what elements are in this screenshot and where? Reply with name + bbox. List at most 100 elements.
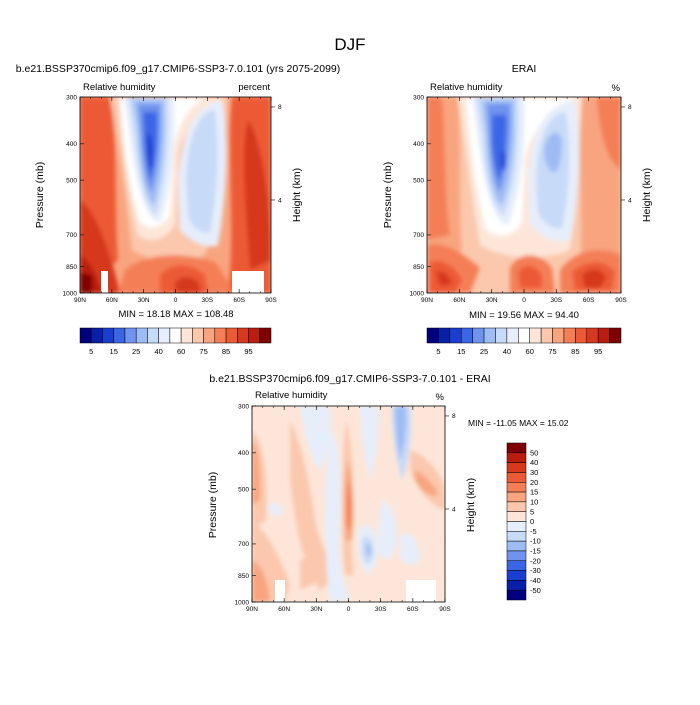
x-tick-label: 30S	[551, 297, 563, 304]
x-tick-label: 60S	[583, 297, 595, 304]
panel-diff-variable: Relative humidity	[255, 390, 328, 401]
colorbar-box	[506, 531, 527, 542]
colorbar-box	[180, 327, 193, 344]
y-tick-label: 1000	[63, 290, 78, 297]
colorbar-label: -30	[530, 566, 541, 575]
colorbar-label: -50	[530, 586, 541, 595]
y-tick-label: 500	[238, 486, 249, 493]
y2-tick-label: 8	[278, 104, 282, 111]
y-tick-label: 400	[413, 141, 424, 148]
panel-erai-ylabel: Pressure (mb)	[382, 162, 394, 229]
panel-erai-field	[427, 97, 621, 293]
colorbar-box	[158, 327, 171, 344]
colorbar-label: 85	[222, 347, 230, 356]
y-tick-label: 700	[66, 232, 77, 239]
colorbar-box	[113, 327, 126, 344]
panel-diff-field	[252, 406, 445, 602]
colorbar-box	[79, 327, 92, 344]
y-tick-label: 300	[238, 403, 249, 410]
panel-diff-y2label: Height (km)	[465, 478, 477, 532]
colorbar-label: 40	[154, 347, 162, 356]
colorbar-label: 75	[548, 347, 556, 356]
colorbar-box	[472, 327, 485, 344]
colorbar-box	[506, 560, 527, 571]
y-tick-label: 700	[238, 541, 249, 548]
colorbar-box	[483, 327, 496, 344]
colorbar-label: 95	[244, 347, 252, 356]
x-tick-label: 60N	[453, 297, 465, 304]
panel-diff-stats: MIN = -11.05 MAX = 15.02	[468, 418, 569, 428]
x-tick-label: 30N	[310, 606, 322, 613]
panel-model-variable: Relative humidity	[83, 82, 156, 93]
y-tick-label: 850	[238, 573, 249, 580]
colorbar-box	[563, 327, 576, 344]
colorbar-box	[575, 327, 588, 344]
panel-model-title: b.e21.BSSP370cmip6.f09_g17.CMIP6-SSP3-7.…	[16, 63, 341, 75]
colorbar-box	[506, 550, 527, 561]
panel-model-ylabel: Pressure (mb)	[34, 162, 46, 229]
x-tick-label: 90N	[74, 297, 86, 304]
colorbar-box	[529, 327, 542, 344]
colorbar-box	[169, 327, 182, 344]
colorbar-box	[124, 327, 137, 344]
colorbar-label: 5	[436, 347, 440, 356]
colorbar-label: -40	[530, 576, 541, 585]
colorbar-box	[248, 327, 261, 344]
colorbar-label: 15	[110, 347, 118, 356]
x-tick-label: 0	[174, 297, 178, 304]
colorbar-box	[597, 327, 610, 344]
panel-model-colorbar: 5 15 25 40 60 75 85 95	[79, 327, 272, 356]
x-tick-label: 30S	[375, 606, 387, 613]
colorbar-label: 50	[530, 448, 538, 457]
colorbar-box	[135, 327, 148, 344]
panel-model: b.e21.BSSP370cmip6.f09_g17.CMIP6-SSP3-7.…	[16, 63, 341, 356]
panel-model-stats: MIN = 18.18 MAX = 108.48	[118, 309, 233, 320]
x-tick-label: 90S	[439, 606, 451, 613]
colorbar-box	[225, 327, 238, 344]
x-tick-label: 60N	[106, 297, 118, 304]
panel-diff: b.e21.BSSP370cmip6.f09_g17.CMIP6-SSP3-7.…	[207, 373, 569, 613]
colorbar-box	[449, 327, 462, 344]
panel-erai-stats: MIN = 19.56 MAX = 94.40	[469, 310, 579, 321]
panel-diff-title: b.e21.BSSP370cmip6.f09_g17.CMIP6-SSP3-7.…	[209, 373, 490, 385]
colorbar-box	[506, 501, 527, 512]
colorbar-label: -10	[530, 537, 541, 546]
colorbar-box	[426, 327, 439, 344]
colorbar-label: 15	[530, 488, 538, 497]
colorbar-box	[586, 327, 599, 344]
panel-model-field	[80, 97, 271, 293]
y2-tick-label: 8	[452, 413, 456, 420]
colorbar-label: 30	[530, 468, 538, 477]
colorbar-box	[506, 511, 527, 522]
panel-erai-units: %	[612, 83, 621, 94]
figure-title: DJF	[334, 35, 365, 54]
x-tick-label: 0	[522, 297, 526, 304]
x-tick-label: 30S	[202, 297, 214, 304]
y-tick-label: 400	[238, 450, 249, 457]
x-tick-label: 30N	[138, 297, 150, 304]
y2-tick-label: 4	[452, 506, 456, 513]
colorbar-label: 75	[199, 347, 207, 356]
y-tick-label: 300	[66, 94, 77, 101]
colorbar-label: 5	[530, 507, 534, 516]
colorbar-box	[506, 580, 527, 591]
x-tick-label: 90N	[246, 606, 258, 613]
colorbar-box	[192, 327, 204, 344]
colorbar-box	[506, 491, 527, 503]
colorbar-label: 10	[530, 497, 538, 506]
colorbar-label: 5	[89, 347, 93, 356]
y-tick-label: 850	[413, 264, 424, 271]
colorbar-label: 20	[530, 478, 538, 487]
panel-erai: ERAI	[382, 63, 653, 356]
colorbar-box	[237, 327, 249, 344]
colorbar-box	[102, 327, 114, 344]
y-tick-label: 300	[413, 94, 424, 101]
colorbar-label: -5	[530, 527, 537, 536]
colorbar-label: 25	[480, 347, 488, 356]
colorbar-box	[259, 327, 272, 344]
colorbar-label: 40	[503, 347, 511, 356]
panel-erai-title: ERAI	[512, 63, 537, 75]
